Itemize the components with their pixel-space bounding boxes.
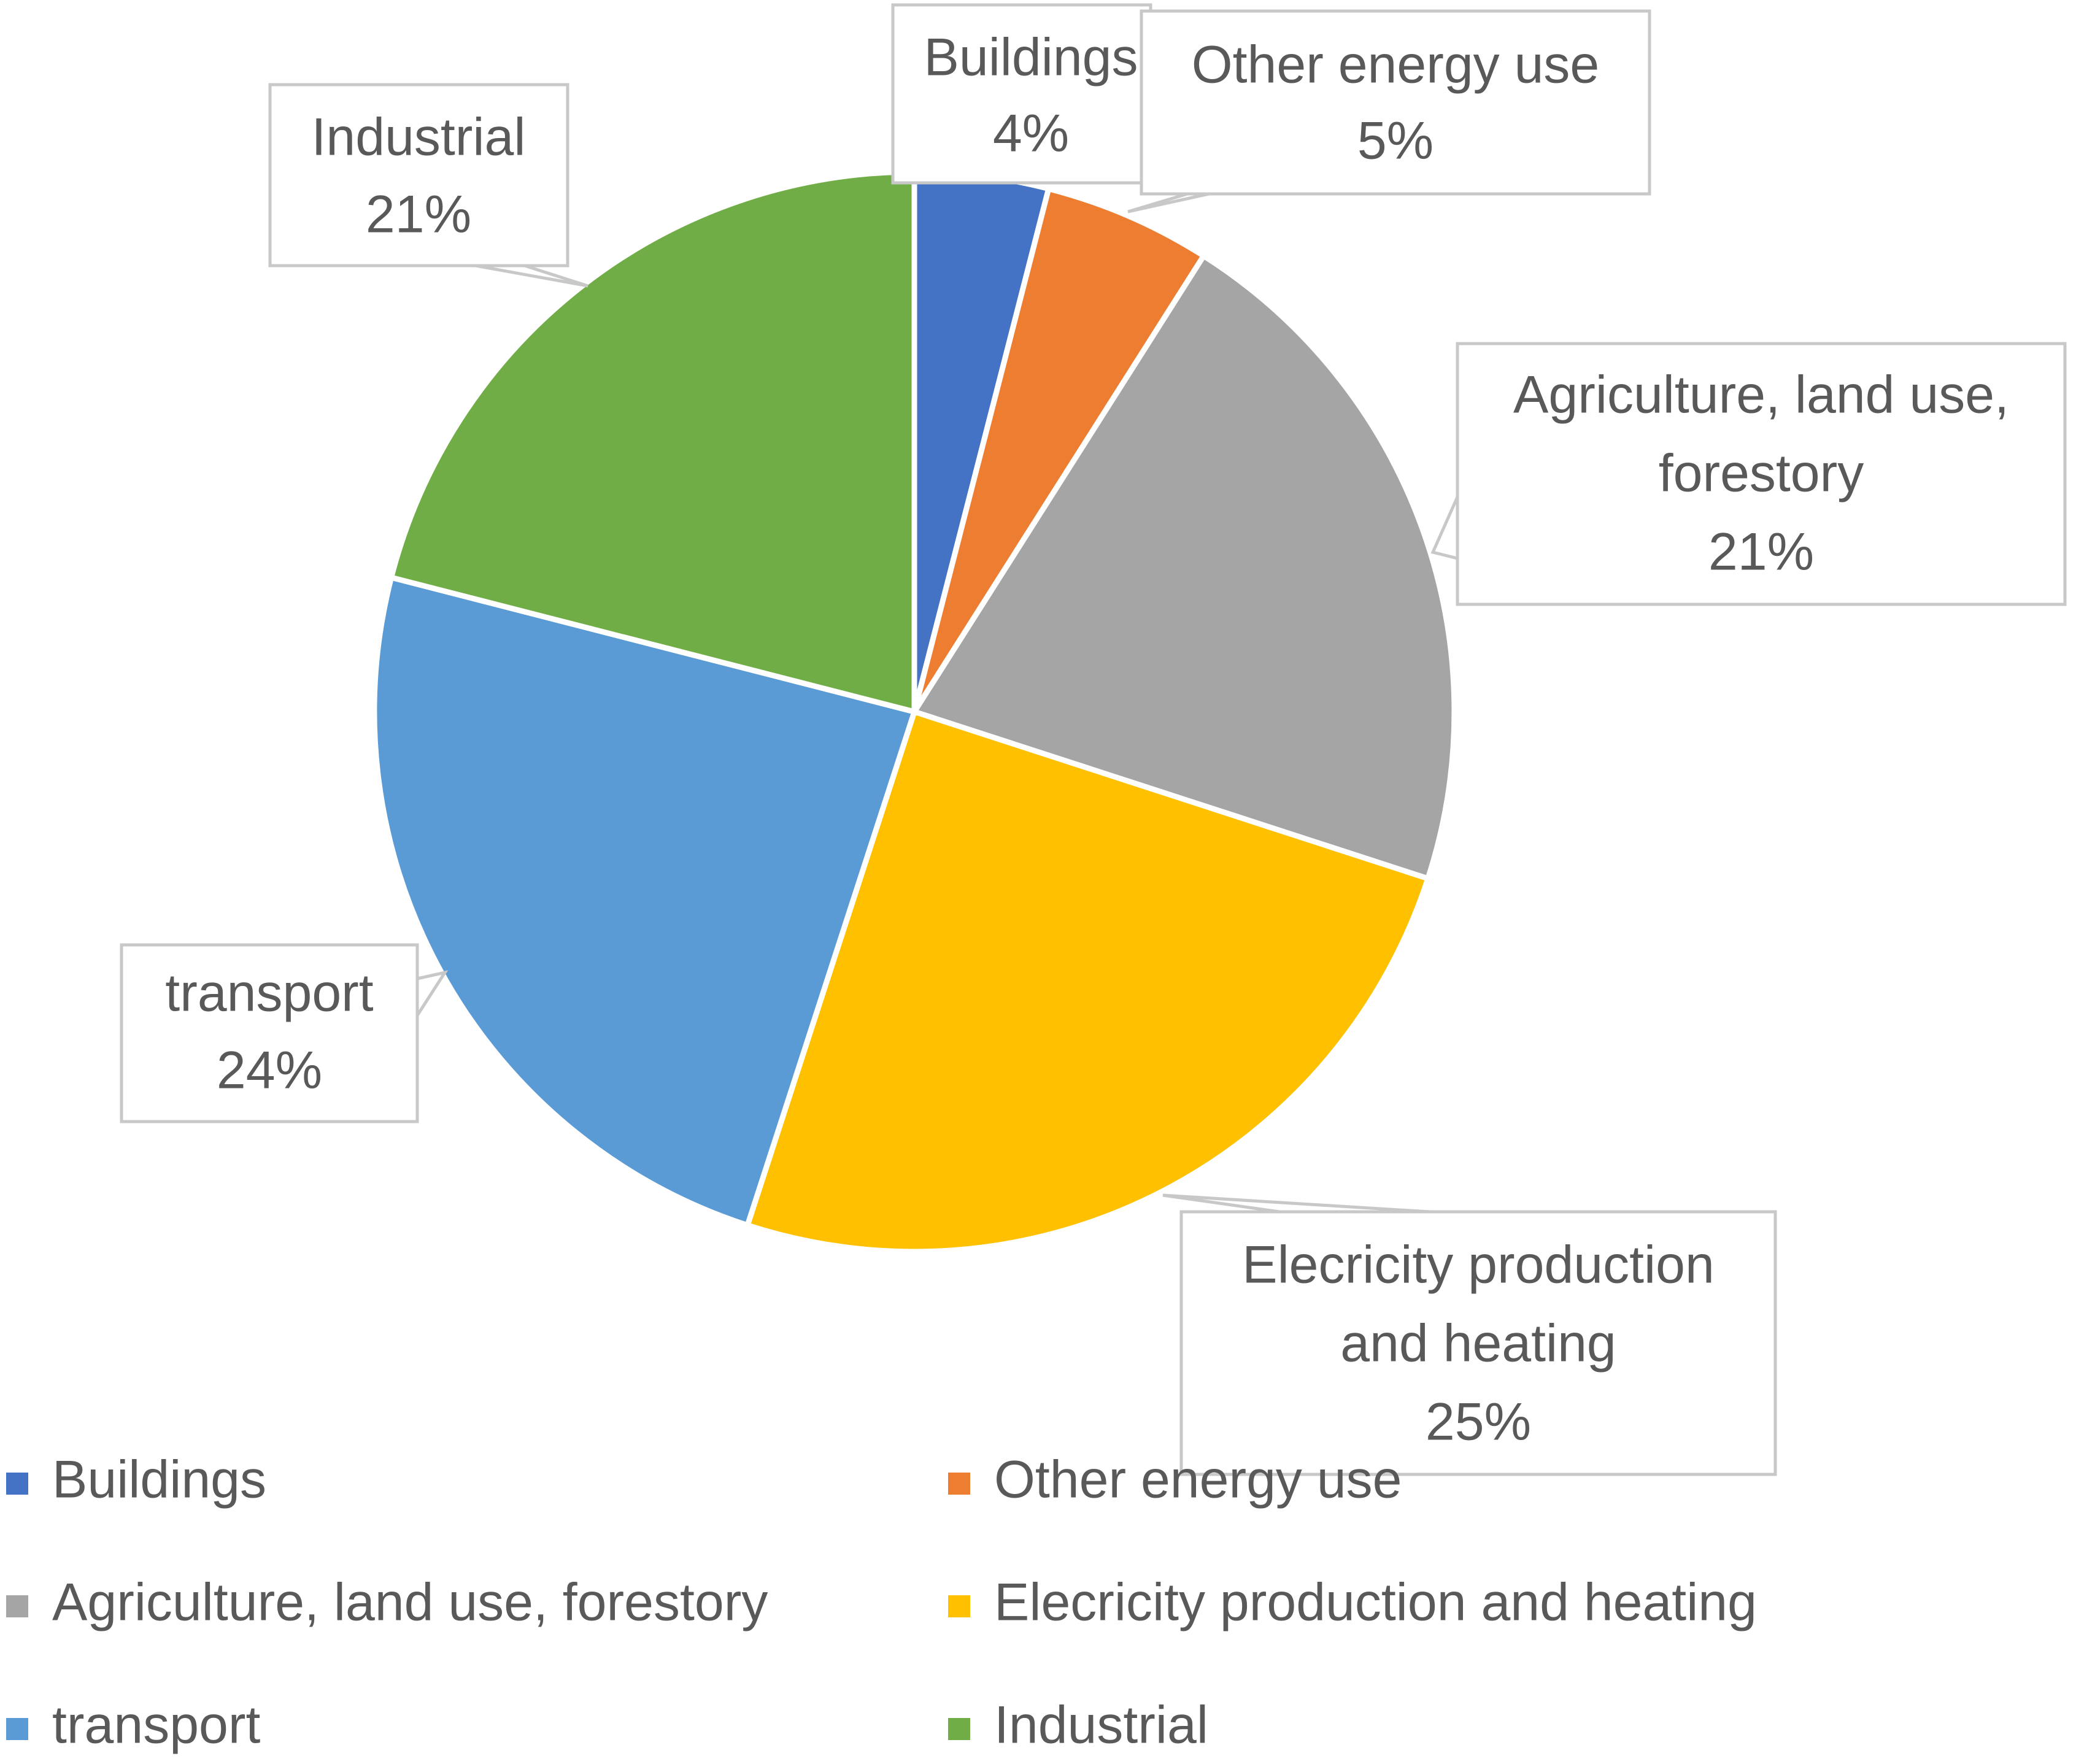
- callout-pointer: [475, 264, 588, 288]
- legend-item-elecricity-production-and-heating: Elecricity production and heating: [948, 1573, 1757, 1632]
- callout-box: [1140, 9, 1651, 196]
- legend-swatch: [6, 1595, 28, 1617]
- legend-swatch: [6, 1473, 28, 1495]
- data-label-callouts: Buildings 4% Other energy use 5% Agriculture…: [120, 3, 2067, 1476]
- legend-swatch: [948, 1473, 970, 1495]
- callout-box: [120, 943, 419, 1123]
- data-label-value: 25%: [1426, 1393, 1531, 1452]
- callout-box: [891, 3, 1152, 185]
- data-label-category: Industrial: [312, 108, 526, 167]
- callout-pointer: [1162, 1193, 1430, 1214]
- data-label-value: 21%: [1708, 523, 1814, 582]
- callout-pointer: [1430, 496, 1459, 561]
- data-label-category: Elecricity production: [1242, 1236, 1715, 1295]
- legend-swatch: [6, 1718, 28, 1740]
- legend-label: transport: [52, 1696, 260, 1755]
- data-label-value: 21%: [366, 185, 471, 244]
- data-label-category: and heating: [1340, 1314, 1616, 1373]
- legend-swatch: [948, 1718, 970, 1740]
- legend-item-industrial: Industrial: [948, 1696, 1208, 1755]
- pie-slice-elecricity-production-and-heating: [744, 708, 1432, 1255]
- data-label-value: 24%: [217, 1041, 322, 1100]
- callout-other-energy-use: Other energy use 5%: [1127, 9, 1651, 214]
- legend-item-agriculture-land-use-forestory: Agriculture, land use, forestory: [6, 1573, 768, 1632]
- data-label-value: 5%: [1357, 112, 1434, 171]
- legend-label: Industrial: [994, 1696, 1208, 1755]
- legend-item-other-energy-use: Other energy use: [948, 1450, 1402, 1509]
- legend-label: Buildings: [52, 1450, 266, 1509]
- callout-box: [1456, 342, 2067, 606]
- data-label-category: transport: [165, 964, 373, 1023]
- legend-label: Agriculture, land use, forestory: [52, 1573, 768, 1632]
- pie-slice-other-energy-use: [911, 185, 1208, 714]
- legend-label: Elecricity production and heating: [994, 1573, 1757, 1632]
- data-label-category: Buildings: [924, 28, 1138, 87]
- callout-pointer: [1127, 192, 1210, 214]
- legend: Buildings Other energy use Agriculture, la…: [6, 1450, 1757, 1755]
- callout-agriculture-land-use-forestory: Agriculture, land use, forestory 21%: [1430, 342, 2067, 606]
- callout-elecricity-production-and-heating: Elecricity production and heating 25%: [1162, 1193, 1777, 1476]
- legend-swatch: [948, 1595, 970, 1617]
- pie-slices: [371, 169, 1457, 1255]
- legend-item-buildings: Buildings: [6, 1450, 266, 1509]
- callout-buildings: Buildings 4%: [891, 3, 1152, 185]
- callout-pointer: [415, 970, 449, 1021]
- data-label-category: forestory: [1659, 444, 1864, 503]
- legend-item-transport: transport: [6, 1696, 260, 1755]
- callout-transport: transport 24%: [120, 943, 449, 1123]
- legend-label: Other energy use: [994, 1450, 1402, 1509]
- pie-slice-agriculture-land-use-forestory: [910, 252, 1457, 882]
- callout-box: [1179, 1210, 1777, 1476]
- callout-industrial: Industrial 21%: [268, 83, 588, 288]
- data-label-category: Other energy use: [1192, 36, 1599, 94]
- data-label-value: 4%: [993, 104, 1069, 163]
- callout-box: [268, 83, 569, 268]
- data-label-category: Agriculture, land use,: [1513, 366, 2009, 425]
